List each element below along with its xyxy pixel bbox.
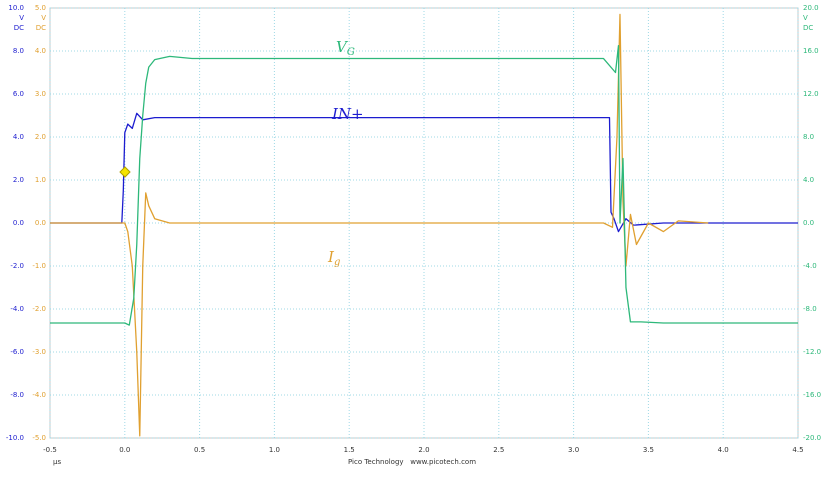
y-tick-label: -4.0 (10, 305, 24, 313)
x-tick-label: 0.5 (194, 446, 205, 454)
annotation-sub: g (334, 257, 340, 268)
y-tick-label: 12.0 (803, 90, 819, 98)
x-tick-label: 1.5 (344, 446, 355, 454)
x-tick-label: 0.0 (119, 446, 130, 454)
y-tick-label: -4.0 (32, 391, 46, 399)
y-tick-label: 1.0 (35, 176, 46, 184)
axis-unit: DC (803, 24, 813, 32)
traces (50, 13, 798, 437)
y-tick-label: 2.0 (13, 176, 24, 184)
y-tick-label: 4.0 (13, 133, 24, 141)
x-tick-label: 1.0 (269, 446, 280, 454)
axis-unit: DC (14, 24, 24, 32)
y-tick-label: -6.0 (10, 348, 24, 356)
y-tick-label: 5.0 (35, 4, 46, 12)
y-tick-label: -1.0 (32, 262, 46, 270)
y-tick-label: 20.0 (803, 4, 819, 12)
y-tick-label: -12.0 (803, 348, 821, 356)
y-tick-label: 6.0 (13, 90, 24, 98)
annotation: VG (336, 38, 355, 58)
x-tick-label: -0.5 (43, 446, 57, 454)
annotation: IN+ (331, 105, 364, 123)
y-tick-label: -8.0 (10, 391, 24, 399)
annotation-text: I (327, 248, 335, 266)
x-tick-label: 3.5 (643, 446, 654, 454)
trigger-marker (119, 166, 131, 178)
footer: Pico Technology www.picotech.com (348, 458, 476, 466)
y-tick-label: 4.0 (35, 47, 46, 55)
trace (50, 112, 798, 233)
y-tick-label: 3.0 (35, 90, 46, 98)
axis-unit: V (41, 14, 46, 22)
trace (50, 44, 798, 326)
y-tick-label: -4.0 (803, 262, 817, 270)
y-tick-label: -2.0 (10, 262, 24, 270)
y-tick-label: 2.0 (35, 133, 46, 141)
x-tick-label: 4.5 (792, 446, 803, 454)
y-tick-label: -5.0 (32, 434, 46, 442)
annotation-sub: G (347, 47, 355, 58)
y-tick-label: 8.0 (803, 133, 814, 141)
x-tick-label: 2.5 (493, 446, 504, 454)
y-tick-label: -10.0 (6, 434, 24, 442)
x-unit: µs (53, 458, 61, 466)
x-tick-label: 3.0 (568, 446, 579, 454)
annotation: Ig (327, 248, 340, 268)
y-tick-label: 0.0 (35, 219, 46, 227)
axis-unit: DC (36, 24, 46, 32)
axis-unit: V (803, 14, 808, 22)
annotation-text: V (336, 38, 349, 56)
y-tick-label: -2.0 (32, 305, 46, 313)
y-tick-label: -20.0 (803, 434, 821, 442)
axis-unit: V (19, 14, 24, 22)
y-tick-label: 0.0 (803, 219, 814, 227)
y-tick-label: 4.0 (803, 176, 814, 184)
y-tick-label: 0.0 (13, 219, 24, 227)
y-tick-label: 8.0 (13, 47, 24, 55)
y-tick-label: 16.0 (803, 47, 819, 55)
y-tick-label: -16.0 (803, 391, 821, 399)
y-tick-label: -3.0 (32, 348, 46, 356)
x-tick-label: 2.0 (418, 446, 429, 454)
trace (50, 13, 709, 437)
y-tick-label: -8.0 (803, 305, 817, 313)
y-tick-label: 10.0 (8, 4, 24, 12)
x-tick-label: 4.0 (718, 446, 729, 454)
